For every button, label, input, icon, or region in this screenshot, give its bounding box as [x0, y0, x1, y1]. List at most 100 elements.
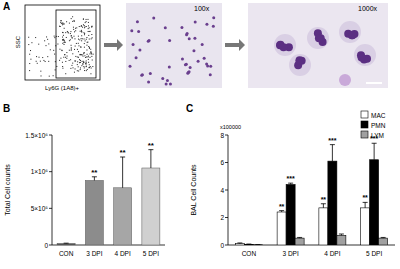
flow-dot — [87, 42, 88, 43]
flow-dot — [74, 60, 75, 61]
cell — [209, 73, 212, 76]
flow-dot — [87, 19, 88, 20]
significance: ** — [321, 196, 327, 203]
scale-bar — [366, 82, 382, 84]
arrow — [225, 43, 240, 47]
cell — [161, 77, 164, 80]
flow-dot — [83, 53, 84, 54]
flow-dot — [42, 57, 43, 58]
flow-dot — [88, 35, 89, 36]
flow-dot — [47, 39, 48, 40]
cell — [203, 57, 206, 60]
flow-dot — [71, 18, 72, 19]
y-tick-label: 1.5×10⁶ — [25, 132, 48, 139]
flow-dot — [78, 71, 79, 72]
flow-dot — [80, 46, 81, 47]
flow-dot — [29, 63, 30, 64]
y-tick — [49, 208, 52, 209]
cell — [165, 82, 168, 85]
flow-dot — [82, 38, 83, 39]
flow-dot — [72, 63, 73, 64]
flow-dot — [86, 66, 87, 67]
bar — [85, 180, 103, 245]
flow-dot — [62, 62, 63, 63]
cell — [205, 23, 208, 26]
flow-dot — [30, 59, 31, 60]
flow-dot — [72, 37, 73, 38]
flow-dot — [79, 54, 80, 55]
flow-dot — [84, 67, 85, 68]
flow-dot — [89, 47, 90, 48]
flow-dot — [62, 66, 63, 67]
bar — [286, 185, 295, 246]
flow-dot — [92, 59, 93, 60]
cell — [152, 16, 155, 19]
cell-body — [307, 27, 329, 49]
flow-dot — [56, 66, 57, 67]
cell — [140, 74, 143, 77]
error-bar — [332, 145, 333, 162]
significance: ** — [120, 148, 127, 157]
flow-dot — [60, 22, 61, 23]
flow-dot — [72, 16, 73, 17]
error-cap — [288, 183, 293, 184]
flow-dot — [84, 27, 85, 28]
flow-dot — [86, 62, 87, 63]
flow-dot — [58, 36, 59, 37]
flow-dot — [74, 49, 75, 50]
flow-dot — [74, 21, 75, 22]
flow-dot — [83, 66, 84, 67]
flow-dot — [77, 49, 78, 50]
error-cap — [330, 144, 335, 145]
flow-dot — [63, 40, 65, 41]
flow-dot — [65, 57, 66, 58]
flow-dot — [80, 47, 81, 48]
bar — [319, 208, 328, 245]
flow-dot — [59, 26, 60, 27]
flow-dot — [47, 56, 48, 57]
flow-dot — [86, 60, 87, 61]
error-cap — [339, 234, 344, 235]
error-cap — [372, 143, 377, 144]
x-tick-label: 4 DPI — [114, 250, 130, 257]
cell — [188, 70, 191, 73]
flow-dot — [71, 36, 72, 37]
x-tick-label: 5 DPI — [366, 250, 382, 257]
flow-dot — [69, 23, 70, 24]
flow-dot — [63, 32, 64, 33]
cell — [138, 49, 141, 52]
flow-dot — [64, 40, 65, 41]
flow-dot — [59, 49, 60, 50]
flow-dot — [76, 27, 77, 28]
flow-dot — [83, 62, 84, 63]
legend-swatch — [361, 121, 368, 128]
arrow-head — [239, 39, 245, 51]
flow-dot — [81, 30, 82, 31]
flow-dot — [67, 56, 68, 57]
flow-dot — [69, 60, 70, 61]
cell — [205, 63, 208, 66]
flow-dot — [75, 56, 76, 57]
flow-dot — [90, 49, 91, 50]
y-tick-label: 6 — [220, 159, 224, 166]
flow-dot — [63, 23, 64, 24]
cell — [212, 25, 215, 28]
flow-dot — [79, 62, 80, 63]
flow-dot — [89, 53, 90, 54]
flow-dot — [49, 76, 50, 77]
flow-dot — [74, 31, 75, 32]
flow-dot — [62, 39, 63, 40]
flow-dot — [78, 66, 79, 67]
flow-dot — [80, 31, 81, 32]
flow-dot — [70, 33, 71, 34]
flow-dot — [63, 42, 64, 43]
error-cap — [321, 203, 326, 204]
flow-dot — [73, 27, 74, 28]
flow-dot — [86, 45, 87, 46]
cell — [130, 29, 133, 32]
flow-dot — [62, 37, 63, 38]
flow-dot — [29, 54, 30, 55]
flow-dot — [87, 56, 88, 57]
flow-dot — [60, 26, 61, 27]
flow-dot — [54, 36, 55, 37]
